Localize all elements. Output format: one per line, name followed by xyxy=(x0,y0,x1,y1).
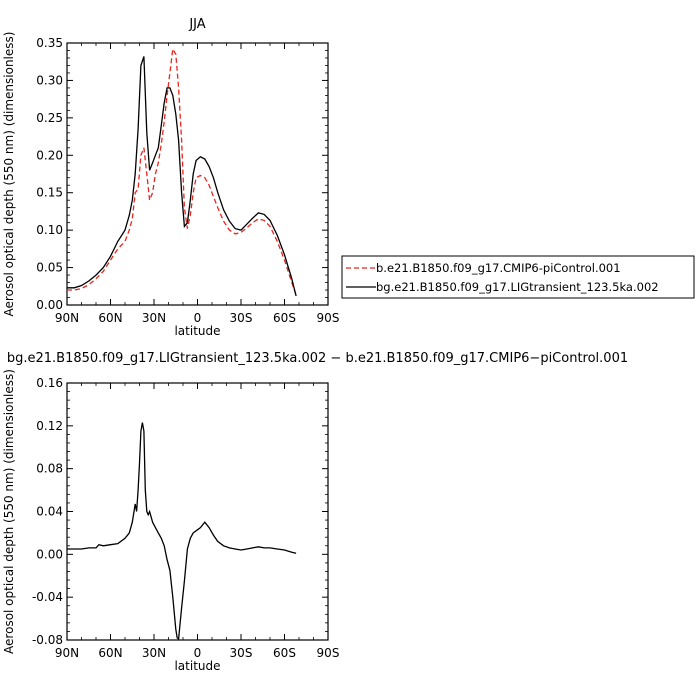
chart-panel-2: bg.e21.B1850.f09_g17.LIGtransient_123.5k… xyxy=(2,351,628,673)
x-tick-label: 90N xyxy=(55,646,79,660)
plot-frame xyxy=(66,382,329,641)
y-tick-label: 0.16 xyxy=(36,376,63,390)
x-tick-label: 60S xyxy=(273,646,296,660)
x-tick-label: 60N xyxy=(98,311,122,325)
chart-title: JJA xyxy=(188,17,205,32)
x-tick-label: 90S xyxy=(317,646,340,660)
y-tick-label: 0.10 xyxy=(36,223,63,237)
y-tick-label: 0.15 xyxy=(36,186,63,200)
y-tick-label: 0.35 xyxy=(36,36,63,50)
y-tick-label: -0.08 xyxy=(32,633,63,647)
x-tick-label: 30N xyxy=(142,311,166,325)
x-axis-label: latitude xyxy=(174,324,220,338)
series-line-1 xyxy=(67,422,297,641)
x-tick-label: 60N xyxy=(98,646,122,660)
y-tick-label: 0.05 xyxy=(36,261,63,275)
y-tick-label: 0.25 xyxy=(36,111,63,125)
legend-box xyxy=(341,255,695,299)
y-tick-label: 0.12 xyxy=(36,419,63,433)
x-tick-label: 0 xyxy=(194,646,202,660)
legend-label-2: bg.e21.B1850.f09_g17.LIGtransient_123.5k… xyxy=(376,280,659,294)
x-tick-label: 90S xyxy=(317,311,340,325)
chart-panel-1: JJA 90N 60N 30N 0 30S 60S 90S 0.00 0.05 0.10 0.15 0.… xyxy=(2,17,695,338)
chart-title: bg.e21.B1850.f09_g17.LIGtransient_123.5k… xyxy=(7,351,628,366)
x-axis-label: latitude xyxy=(174,659,220,673)
x-tick-label: 0 xyxy=(194,311,202,325)
y-tick-label: 0.00 xyxy=(36,298,63,312)
y-axis-label: Aerosol optical depth (550 nm) (dimensio… xyxy=(2,369,16,654)
x-tick-label: 30S xyxy=(230,311,253,325)
x-tick-label: 90N xyxy=(55,311,79,325)
x-tick-label: 60S xyxy=(273,311,296,325)
legend: b.e21.B1850.f09_g17.CMIP6-piControl.001b… xyxy=(341,255,695,299)
y-tick-label: 0.30 xyxy=(36,73,63,87)
y-tick-label: 0.20 xyxy=(36,148,63,162)
y-tick-label: 0.04 xyxy=(36,505,63,519)
x-tick-label: 30S xyxy=(230,646,253,660)
y-axis-label: Aerosol optical depth (550 nm) (dimensio… xyxy=(2,32,16,317)
series-line-1 xyxy=(67,46,297,296)
y-tick-label: 0.08 xyxy=(36,462,63,476)
series-line-2 xyxy=(67,56,297,297)
y-tick-label: -0.04 xyxy=(32,590,63,604)
legend-label-1: b.e21.B1850.f09_g17.CMIP6-piControl.001 xyxy=(376,261,621,275)
y-tick-label: 0.00 xyxy=(36,547,63,561)
x-tick-label: 30N xyxy=(142,646,166,660)
